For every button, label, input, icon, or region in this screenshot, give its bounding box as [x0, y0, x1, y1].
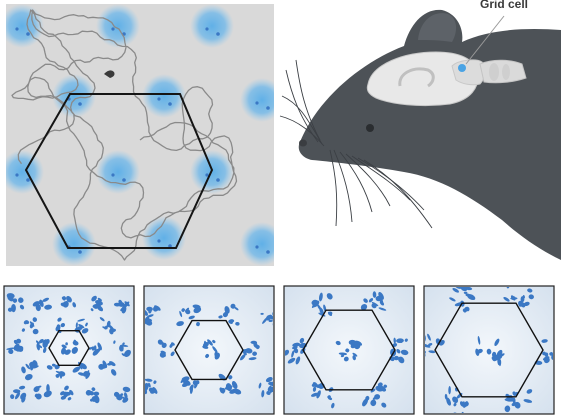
firing-fields	[6, 4, 274, 266]
panel-grid-scale-4	[423, 285, 555, 415]
mouse-head-icon	[298, 9, 561, 261]
grid-hexagon	[434, 302, 544, 398]
spike-dot	[122, 178, 126, 182]
grid-hexagon	[48, 330, 90, 366]
panel-grid-scale-2	[143, 285, 275, 415]
spike-dot	[15, 27, 19, 31]
spike-dot	[26, 178, 30, 182]
firing-field	[96, 4, 140, 48]
mouse-nose-icon	[299, 139, 307, 147]
grid-cell-pointer	[465, 15, 505, 65]
mouse-whiskers	[279, 59, 433, 229]
spike-dot	[255, 245, 259, 249]
mouse-marker-icon	[104, 70, 115, 78]
firing-blobs	[6, 293, 131, 404]
mouse-eye-icon	[366, 124, 374, 132]
spike-dot	[111, 27, 115, 31]
grid-cell-highlight-icon	[458, 64, 466, 72]
firing-blobs	[145, 303, 273, 398]
spike-dot	[78, 102, 82, 106]
firing-field	[142, 74, 186, 118]
spike-dot	[205, 27, 209, 31]
spike-dot	[168, 102, 172, 106]
firing-blobs	[285, 291, 409, 409]
firing-field	[240, 78, 274, 122]
spike-dot	[216, 178, 220, 182]
spike-dot	[111, 173, 115, 177]
grid-hexagon	[24, 93, 214, 249]
grid-cell-label: Grid cell	[480, 0, 528, 11]
firing-field	[6, 4, 44, 48]
arena-background	[6, 4, 274, 266]
spike-dot	[205, 173, 209, 177]
trajectory-path	[11, 9, 238, 261]
spike-dot	[168, 244, 172, 248]
firing-field	[240, 222, 274, 266]
spike-dot	[26, 32, 30, 36]
firing-field	[190, 4, 234, 48]
bottom-panels	[3, 285, 555, 415]
grid-hexagon	[302, 309, 396, 391]
mouse-ear-icon	[418, 13, 457, 42]
spike-dot	[15, 173, 19, 177]
spike-dot	[255, 101, 259, 105]
spike-dot	[216, 32, 220, 36]
firing-blobs	[425, 287, 553, 413]
panel-grid-scale-3	[283, 285, 415, 415]
spike-dot	[157, 239, 161, 243]
spike-dot	[266, 106, 270, 110]
panel-grid-scale-1	[3, 285, 135, 415]
mouse-illustration: Grid cell	[279, 0, 561, 261]
firing-field	[6, 150, 44, 194]
spike-dot	[266, 250, 270, 254]
spike-dot	[78, 250, 82, 254]
brain-icon	[366, 51, 479, 107]
grid-hexagon	[174, 319, 244, 381]
spike-dot	[157, 97, 161, 101]
firing-field	[96, 150, 140, 194]
firing-field	[52, 222, 96, 266]
arena-panel	[6, 4, 274, 266]
